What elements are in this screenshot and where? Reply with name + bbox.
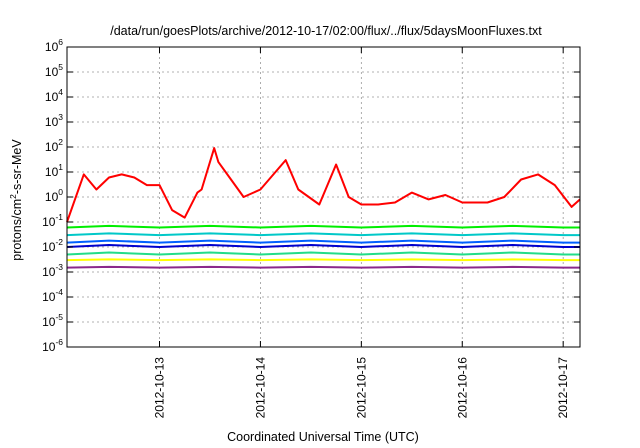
x-axis-label: Coordinated Universal Time (UTC) (227, 430, 419, 444)
series-line-6 (66, 251, 580, 256)
y-tick-label: 103 (45, 112, 63, 129)
y-axis-label-main: protons/cm (10, 199, 24, 261)
series-line-2 (66, 224, 580, 229)
series-line-3 (66, 232, 580, 237)
y-tick-label: 10-2 (42, 237, 63, 254)
y-axis-label: protons/cm2-s-sr-MeV (8, 139, 24, 261)
y-tick-label: 106 (45, 37, 63, 54)
y-tick-label: 10-5 (42, 312, 63, 329)
y-tick-label: 10-3 (42, 262, 63, 279)
x-tick-label: 2012-10-13 (153, 357, 167, 419)
y-tick-label: 10-6 (42, 337, 63, 354)
x-tick-label: 2012-10-16 (455, 357, 469, 419)
y-tick-label: 102 (45, 137, 63, 154)
x-tick-label: 2012-10-17 (556, 357, 570, 419)
y-tick-label: 10-1 (42, 212, 63, 229)
chart-title: /data/run/goesPlots/archive/2012-10-17/0… (110, 24, 542, 38)
x-axis-ticks: 2012-10-13 2012-10-14 2012-10-15 2012-10-16… (153, 47, 570, 419)
y-tick-label: 101 (45, 162, 63, 179)
series-line-1 (66, 147, 581, 223)
y-tick-label: 105 (45, 62, 63, 79)
y-tick-label: 10-4 (42, 287, 63, 304)
y-tick-label: 104 (45, 87, 63, 104)
x-tick-label: 2012-10-15 (354, 357, 368, 419)
series-layer (66, 147, 581, 269)
y-axis-ticks: 10-6 10-5 10-4 10-3 10-2 10-1 100 101 102 103 104 1… (42, 37, 580, 354)
series-line-7 (66, 258, 580, 262)
series-line-4 (66, 239, 580, 244)
y-axis-label-rest: -s-sr-MeV (10, 139, 24, 195)
x-tick-label: 2012-10-14 (253, 357, 267, 419)
series-line-8 (66, 265, 580, 269)
series-line-5 (66, 244, 580, 248)
y-tick-label: 100 (45, 187, 63, 204)
y-axis-label-sup: 2 (8, 194, 18, 199)
